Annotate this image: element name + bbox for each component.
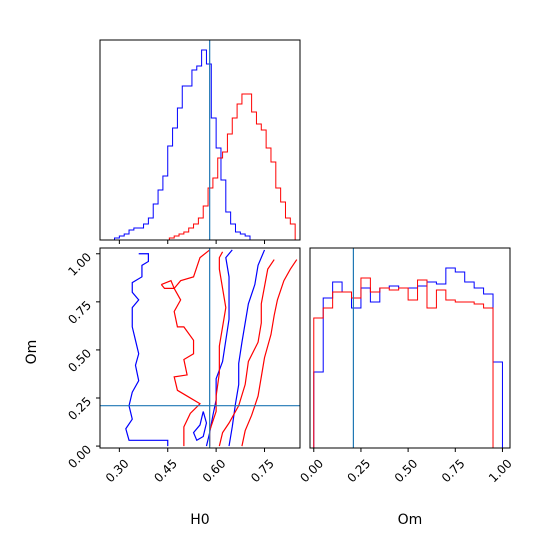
om-xtick-label-2: 0.25: [344, 456, 373, 485]
om-marginal-frame: [309, 247, 511, 449]
contour-s2-1: [173, 249, 211, 447]
h0-hist-series-1: [109, 49, 255, 240]
contour-s2-3: [218, 259, 275, 447]
h0-om-joint-panel: 0.30 0.45 0.60 0.75 0.00 0.25 0.50 0.75 1.00 H0 Om: [24, 247, 301, 528]
om-marginal-plot-area: [313, 248, 503, 448]
h0-marginal-panel: [99, 39, 301, 244]
om-xtick-label-5: 1.00: [486, 456, 515, 485]
contour-s2-4: [241, 259, 298, 447]
om-xlabel: Om: [398, 512, 423, 528]
contour-s1-1: [125, 253, 169, 447]
joint-xtick-label-3: 0.60: [200, 456, 229, 485]
contour-s1-2: [192, 411, 208, 442]
contour-s1-4: [228, 249, 266, 447]
om-xtick-label-1: 0.00: [297, 456, 326, 485]
h0-hist-series-2: [164, 93, 300, 240]
om-xtick-label-4: 0.75: [439, 456, 468, 485]
joint-ytick-label-3: 0.50: [65, 346, 94, 375]
joint-ytick-label-2: 0.25: [65, 394, 94, 423]
om-xtick-label-3: 0.50: [392, 456, 421, 485]
joint-frame: [99, 247, 301, 449]
joint-xtick-label-4: 0.75: [248, 456, 277, 485]
joint-ytick-label-1: 0.00: [65, 442, 94, 471]
om-marginal-panel: 0.00 0.25 0.50 0.75 1.00 Om: [297, 247, 515, 528]
contour-s2-2: [209, 251, 227, 447]
contour-s2-5: [160, 279, 176, 289]
contour-s1-3: [205, 249, 233, 447]
joint-ytick-label-5: 1.00: [65, 250, 94, 279]
h0-marginal-frame: [99, 39, 301, 241]
joint-xtick-label-2: 0.45: [151, 456, 180, 485]
om-hist-series-2: [313, 277, 503, 448]
joint-ylabel: Om: [24, 340, 40, 365]
joint-ytick-label-4: 0.75: [65, 298, 94, 327]
joint-plot-area: [100, 248, 300, 448]
joint-xlabel: H0: [190, 512, 209, 528]
joint-xtick-label-1: 0.30: [103, 456, 132, 485]
h0-marginal-plot-area: [109, 40, 300, 240]
